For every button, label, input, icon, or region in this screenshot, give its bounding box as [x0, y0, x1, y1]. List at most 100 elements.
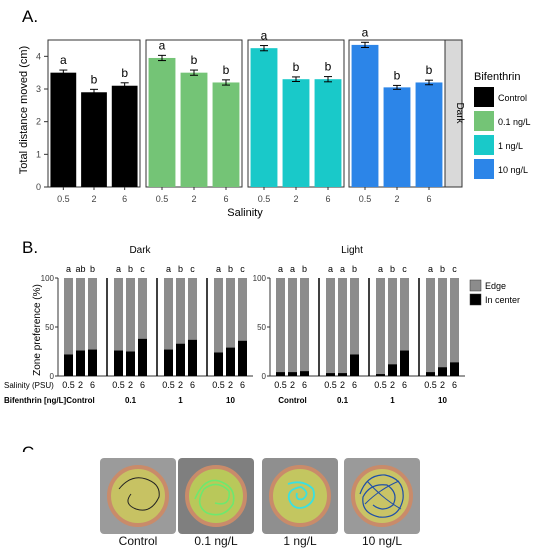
b-bar-center — [188, 339, 197, 376]
dish-10 — [351, 465, 413, 527]
b-x-tick-label: 6 — [452, 380, 457, 390]
legend-a-title: Bifenthrin — [474, 71, 520, 83]
b-sig-letter: c — [190, 264, 195, 274]
a-bar — [282, 79, 310, 187]
legend-b-label: Edge — [485, 281, 506, 291]
a-x-tick-label: 2 — [91, 194, 96, 204]
a-x-tick-label: 0.5 — [258, 194, 271, 204]
b-x-tick-label: 2 — [128, 380, 133, 390]
a-y-tick-label: 1 — [36, 149, 41, 159]
b-x-tick-label: 2 — [290, 380, 295, 390]
legend-a-swatch — [474, 159, 494, 179]
b-y-tick-label: 50 — [45, 323, 54, 332]
legend-a-swatch — [474, 111, 494, 131]
photo-0-1 — [178, 458, 254, 534]
b-sig-letter: a — [166, 264, 171, 274]
b-sig-letter: b — [178, 264, 183, 274]
b-sig-letter: a — [340, 264, 345, 274]
b-bar-edge — [350, 278, 359, 355]
photo-10 — [344, 458, 420, 534]
b-bar-center — [114, 350, 123, 376]
a-bar — [111, 85, 138, 187]
a-sig-letter: b — [293, 60, 300, 74]
a-y-tick-label: 4 — [36, 51, 41, 61]
a-x-tick-label: 0.5 — [156, 194, 169, 204]
photo-label-control: Control — [118, 534, 158, 548]
a-sig-letter: b — [121, 66, 128, 80]
panel-a-label: A. — [22, 7, 38, 26]
b-bar-center — [300, 371, 309, 376]
b-group-label: 1 — [178, 396, 183, 405]
b-group-label: 1 — [390, 396, 395, 405]
b-sig-letter: a — [116, 264, 121, 274]
b-x-tick-label: 0.5 — [324, 380, 337, 390]
b-group-label: 10 — [226, 396, 235, 405]
b-bar-edge — [376, 278, 385, 375]
b-sig-letter: a — [216, 264, 221, 274]
b-x-tick-label: 0.5 — [212, 380, 225, 390]
b-bar-center — [426, 372, 435, 376]
b-sig-letter: a — [278, 264, 283, 274]
b-bar-edge — [126, 278, 135, 352]
a-sig-letter: b — [325, 60, 332, 74]
panel-b-row1-label: Salinity (PSU) — [4, 381, 54, 390]
b-bar-center — [226, 347, 235, 376]
a-y-tick-label: 2 — [36, 117, 41, 127]
legend-a-label: 10 ng/L — [498, 165, 528, 175]
b-bar-edge — [176, 278, 185, 344]
b-sig-letter: b — [128, 264, 133, 274]
a-sig-letter: b — [223, 63, 230, 77]
a-sig-letter: a — [159, 38, 166, 52]
b-y-tick-label: 0 — [262, 372, 267, 381]
a-sig-letter: b — [394, 68, 401, 82]
a-x-tick-label: 2 — [394, 194, 399, 204]
legend-b-swatch — [469, 279, 482, 292]
panel-a-ylabel: Total distance moved (cm) — [18, 46, 30, 174]
panel-b-ylabel: Zone preference (%) — [32, 284, 43, 376]
a-y-tick-label: 3 — [36, 84, 41, 94]
b-group-label: 0.1 — [337, 396, 349, 405]
track-line — [118, 477, 160, 511]
b-y-tick-label: 0 — [50, 372, 55, 381]
track-path — [118, 477, 160, 511]
b-bar-center — [388, 364, 397, 376]
chart-a: 0 1 2 3 4 a 0.5 b 2 b 6 a 0.5 b 2 b 6 a 0.5 b 2 b 6 a 0.5 b 2 b 6 — [36, 25, 446, 204]
legend-b-label: In center — [485, 295, 520, 305]
b-bar-center — [450, 362, 459, 376]
b-group-label: 0.1 — [125, 396, 137, 405]
a-x-tick-label: 6 — [325, 194, 330, 204]
b-bar-center — [164, 349, 173, 376]
b-bar-edge — [326, 278, 335, 374]
b-bar-center — [276, 372, 285, 376]
a-bar — [351, 44, 379, 188]
legend-b: Edge In center — [469, 279, 520, 306]
b-bar-edge — [226, 278, 235, 348]
b-bar-center — [338, 373, 347, 376]
b-x-tick-label: 0.5 — [374, 380, 387, 390]
b-x-tick-label: 6 — [402, 380, 407, 390]
a-sig-letter: a — [362, 25, 369, 39]
b-bar-edge — [238, 278, 247, 341]
b-x-tick-label: 0.5 — [112, 380, 125, 390]
b-x-tick-label: 2 — [228, 380, 233, 390]
panel-c-label: C . — [22, 443, 44, 452]
b-bar-center — [238, 340, 247, 376]
b-x-tick-label: 6 — [140, 380, 145, 390]
b-bar-center — [350, 354, 359, 376]
photo-1 — [262, 458, 338, 534]
b-bar-edge — [276, 278, 285, 373]
b-bar-edge — [138, 278, 147, 339]
b-x-tick-label: 2 — [78, 380, 83, 390]
b-sig-letter: a — [66, 264, 71, 274]
b-sig-letter: a — [290, 264, 295, 274]
b-sig-letter: ab — [75, 264, 85, 274]
b-sig-letter: c — [140, 264, 145, 274]
photo-label-0-1: 0.1 ng/L — [194, 534, 238, 548]
b-bar-center — [438, 367, 447, 376]
b-bar-edge — [438, 278, 447, 368]
a-bar — [180, 72, 208, 187]
b-facet-title: Dark — [129, 245, 151, 256]
track-path — [359, 474, 404, 518]
a-y-tick-label: 0 — [36, 182, 41, 192]
b-bar-edge — [114, 278, 123, 351]
